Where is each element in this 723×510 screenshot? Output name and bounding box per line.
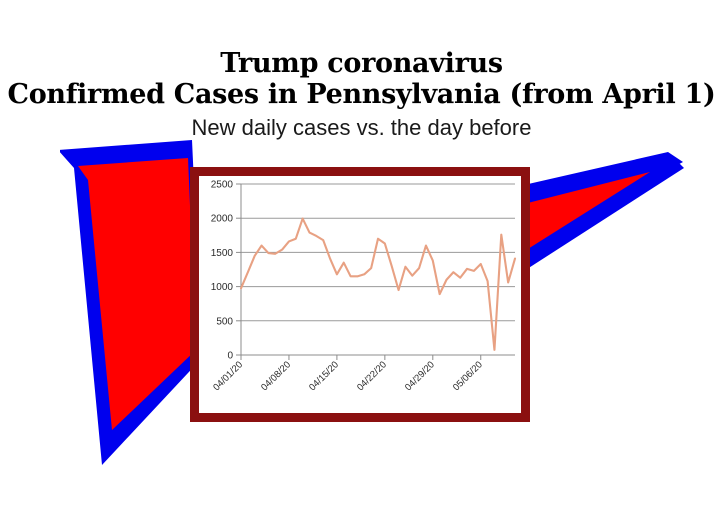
title-line-1: Trump coronavirus — [220, 48, 503, 79]
x-axis-group: 04/01/20 04/08/20 04/15/20 04/22/20 04/29/20… — [211, 354, 515, 393]
chart-plot-container: 0 500 1000 1500 2000 2500 04/01/20 04/08/20 04/… — [199, 176, 521, 413]
title-block: Trump coronavirus Confirmed Cases in Pen… — [0, 48, 723, 142]
chart-frame: 0 500 1000 1500 2000 2500 04/01/20 04/08/20 04/… — [190, 167, 530, 422]
y-tick-label: 2000 — [211, 214, 234, 225]
y-tick-label: 2500 — [211, 180, 234, 191]
left-arrow-fill — [78, 158, 196, 430]
y-tick-label: 0 — [227, 351, 233, 362]
subtitle: New daily cases vs. the day before — [191, 115, 532, 140]
x-tick-label: 04/15/20 — [307, 359, 341, 393]
y-tick-label: 500 — [216, 316, 233, 327]
y-tick-label: 1500 — [211, 248, 234, 259]
left-arrow-shape — [60, 140, 202, 465]
right-arrow-outline-lower — [500, 158, 684, 280]
y-axis-group: 0 500 1000 1500 2000 2500 — [211, 180, 242, 362]
y-tick-label: 1000 — [211, 282, 234, 293]
x-tick-label: 04/22/20 — [355, 359, 389, 393]
right-arrow-fill — [504, 172, 650, 264]
x-tick-label: 04/01/20 — [211, 359, 245, 393]
data-series-line — [239, 217, 517, 351]
x-tick-label: 05/06/20 — [451, 359, 485, 393]
right-arrow-shape — [500, 152, 684, 280]
x-tick-label: 04/29/20 — [403, 359, 437, 393]
x-tick-label: 04/08/20 — [259, 359, 293, 393]
title-line-2: Confirmed Cases in Pennsylvania (from Ap… — [7, 79, 716, 110]
